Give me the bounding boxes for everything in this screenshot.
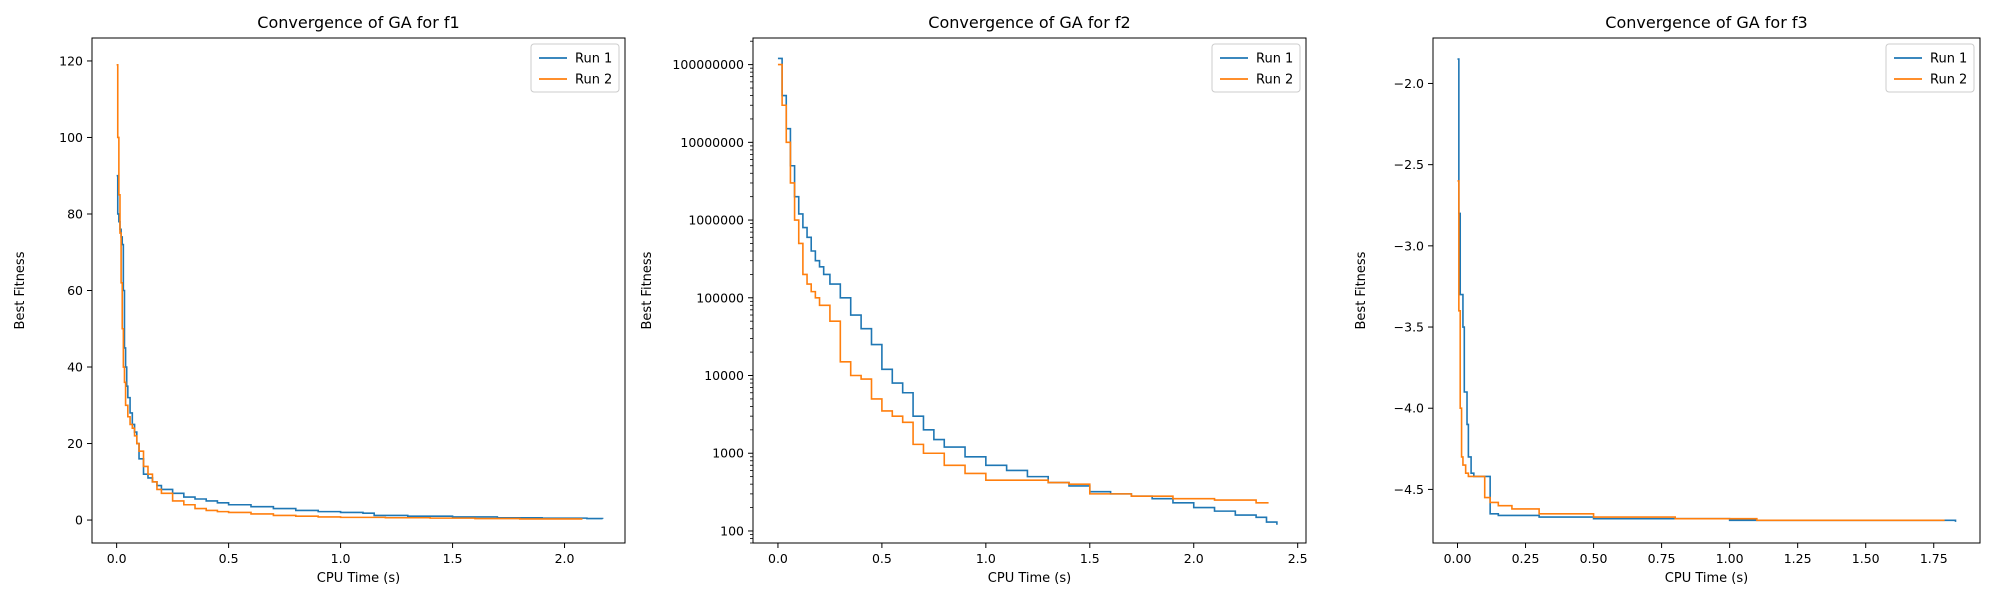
x-tick-label: 1.0 — [976, 551, 996, 566]
y-tick-label: 1000000 — [688, 213, 744, 228]
y-tick-label: −2.5 — [1394, 157, 1424, 172]
series-line-run-1 — [1457, 58, 1957, 522]
x-axis-label: CPU Time (s) — [317, 571, 400, 586]
y-tick-label: −3.5 — [1394, 320, 1424, 335]
legend: Run 1 Run 2 — [1211, 43, 1301, 93]
series-line-run-2 — [1457, 180, 1945, 522]
series-line-run-2 — [777, 63, 1269, 504]
y-tick-label: 100000000 — [672, 57, 744, 72]
x-tick-label: 0.75 — [1648, 551, 1676, 566]
legend-label-run-2: Run 2 — [575, 73, 612, 88]
x-tick-label: 0.0 — [768, 551, 788, 566]
x-tick-label: 0.5 — [872, 551, 892, 566]
y-tick-label: −3.0 — [1394, 238, 1424, 253]
legend: Run 1 Run 2 — [1885, 43, 1975, 93]
chart-3: Convergence of GA for f3 0.00 0.25 0.50 0.75… — [1354, 13, 1981, 586]
legend-label-run-1: Run 1 — [575, 52, 612, 67]
x-tick-label: 1.5 — [443, 551, 463, 566]
axes-frame — [752, 37, 1307, 544]
legend-label-run-1: Run 1 — [1930, 52, 1967, 67]
x-tick-label: 1.50 — [1852, 551, 1880, 566]
x-tick-label: 1.0 — [331, 551, 351, 566]
chart-1: Convergence of GA for f1 0.0 0.5 1.0 1.5 2.0 0… — [13, 13, 626, 586]
legend-label-run-1: Run 1 — [1256, 52, 1293, 67]
y-tick-label: 40 — [67, 360, 83, 375]
legend-label-run-2: Run 2 — [1256, 73, 1293, 88]
x-tick-label: 2.5 — [1288, 551, 1308, 566]
axes-frame — [91, 37, 626, 544]
series-line-run-2 — [116, 63, 583, 520]
chart-title: Convergence of GA for f1 — [257, 13, 459, 32]
x-tick-label: 0.25 — [1512, 551, 1540, 566]
axes-frame — [1432, 37, 1981, 544]
y-tick-label: 100 — [59, 130, 83, 145]
x-tick-label: 2.0 — [1184, 551, 1204, 566]
x-tick-label: 0.50 — [1580, 551, 1608, 566]
y-axis-label: Best Fitness — [640, 251, 655, 329]
x-tick-label: 1.25 — [1784, 551, 1812, 566]
y-tick-label: 0 — [75, 513, 83, 528]
y-tick-label: 100 — [720, 523, 744, 538]
x-tick-label: 1.00 — [1716, 551, 1744, 566]
legend-box — [1211, 43, 1301, 93]
chart-title: Convergence of GA for f2 — [928, 13, 1130, 32]
y-axis-label: Best Fitness — [13, 251, 28, 329]
y-tick-label: 10000000 — [680, 135, 744, 150]
x-tick-label: 1.75 — [1920, 551, 1948, 566]
x-tick-label: 0.5 — [219, 551, 239, 566]
chart-title: Convergence of GA for f3 — [1605, 13, 1807, 32]
legend-box — [530, 43, 620, 93]
chart-2: Convergence of GA for f2 0.0 0.5 1.0 1.5 2.0 2… — [640, 13, 1308, 586]
x-tick-label: 0.00 — [1444, 551, 1472, 566]
x-tick-label: 2.0 — [555, 551, 575, 566]
y-axis-label: Best Fitness — [1354, 251, 1369, 329]
x-tick-label: 0.0 — [107, 551, 127, 566]
y-tick-label: 10000 — [704, 368, 744, 383]
y-tick-label: 60 — [67, 283, 83, 298]
series-line-run-1 — [777, 57, 1278, 525]
y-tick-label: 120 — [59, 53, 83, 68]
x-tick-label: 1.5 — [1080, 551, 1100, 566]
legend-label-run-2: Run 2 — [1930, 73, 1967, 88]
x-axis-label: CPU Time (s) — [1665, 571, 1748, 586]
x-axis-label: CPU Time (s) — [988, 571, 1071, 586]
y-tick-label: 1000 — [712, 446, 744, 461]
y-tick-label: −4.5 — [1394, 482, 1424, 497]
y-tick-label: 100000 — [696, 290, 744, 305]
legend: Run 1 Run 2 — [530, 43, 620, 93]
series-line-run-1 — [116, 174, 604, 520]
y-tick-label: −4.0 — [1394, 401, 1424, 416]
legend-box — [1885, 43, 1975, 93]
y-tick-label: 80 — [67, 206, 83, 221]
y-tick-label: −2.0 — [1394, 76, 1424, 91]
y-tick-label: 20 — [67, 436, 83, 451]
